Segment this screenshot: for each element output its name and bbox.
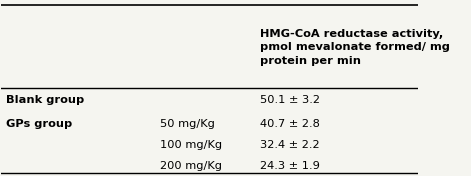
Text: 32.4 ± 2.2: 32.4 ± 2.2 [260,140,320,150]
Text: 40.7 ± 2.8: 40.7 ± 2.8 [260,119,320,129]
Text: Blank group: Blank group [6,95,84,105]
Text: HMG-CoA reductase activity,
pmol mevalonate formed/ mg
protein per min: HMG-CoA reductase activity, pmol mevalon… [260,29,450,65]
Text: 50.1 ± 3.2: 50.1 ± 3.2 [260,95,320,105]
Text: GPs group: GPs group [6,119,72,129]
Text: 24.3 ± 1.9: 24.3 ± 1.9 [260,161,320,171]
Text: 50 mg/Kg: 50 mg/Kg [160,119,215,129]
Text: 200 mg/Kg: 200 mg/Kg [160,161,222,171]
Text: 100 mg/Kg: 100 mg/Kg [160,140,222,150]
